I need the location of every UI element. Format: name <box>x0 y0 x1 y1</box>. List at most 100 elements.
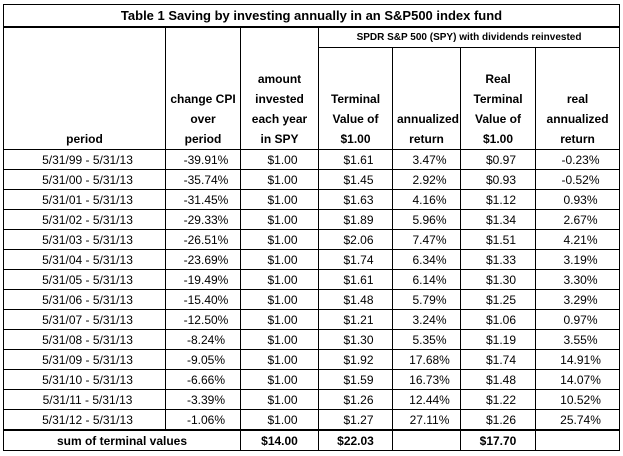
data-row: 5/31/08 - 5/31/13 -8.24% $1.00 $1.30 5.35% $1… <box>3 329 621 350</box>
data-cell: -15.40% <box>165 289 241 310</box>
data-cell: 3.55% <box>534 329 621 350</box>
data-cell: -35.74% <box>165 169 241 190</box>
data-cell: 4.16% <box>392 189 461 210</box>
data-cell: 3.19% <box>534 249 621 270</box>
footer-amount: $14.00 <box>240 429 319 451</box>
data-cell: $1.00 <box>240 149 319 170</box>
table-body: Table 1 Saving by investing annually in … <box>2 4 621 451</box>
table-title: Table 1 Saving by investing annually in … <box>2 4 621 28</box>
data-row: 5/31/10 - 5/31/13 -6.66% $1.00 $1.59 16.73% $… <box>3 369 621 390</box>
data-cell: 6.14% <box>392 269 461 290</box>
data-cell: 5/31/00 - 5/31/13 <box>3 169 166 190</box>
blank-cell <box>392 429 461 451</box>
data-cell: 5/31/99 - 5/31/13 <box>3 149 166 170</box>
data-cell: 5/31/11 - 5/31/13 <box>3 389 166 410</box>
data-row: 5/31/11 - 5/31/13 -3.39% $1.00 $1.26 12.44% $… <box>3 389 621 410</box>
data-cell: 5/31/05 - 5/31/13 <box>3 269 166 290</box>
data-row: 5/31/07 - 5/31/13 -12.50% $1.00 $1.21 3.24% $… <box>3 309 621 330</box>
data-cell: 5/31/06 - 5/31/13 <box>3 289 166 310</box>
data-cell: $1.22 <box>460 389 536 410</box>
data-cell: $1.26 <box>318 389 393 410</box>
data-cell: 5/31/03 - 5/31/13 <box>3 229 166 250</box>
footer-terminal: $22.03 <box>318 429 393 451</box>
data-cell: 5/31/12 - 5/31/13 <box>3 409 166 431</box>
data-cell: 5/31/02 - 5/31/13 <box>3 209 166 230</box>
data-cell: 5/31/07 - 5/31/13 <box>3 309 166 330</box>
data-cell: $1.00 <box>240 289 319 310</box>
data-cell: -26.51% <box>165 229 241 250</box>
data-cell: 27.11% <box>392 409 461 431</box>
data-cell: -0.52% <box>534 169 621 190</box>
header-line: Terminal <box>330 92 381 106</box>
data-cell: 2.67% <box>534 209 621 230</box>
data-cell: $1.48 <box>318 289 393 310</box>
data-cell: $1.00 <box>240 409 319 431</box>
data-cell: $1.00 <box>240 309 319 330</box>
data-cell: $1.30 <box>460 269 536 290</box>
header-cell: change CPI over period <box>165 47 241 150</box>
header-line: real <box>566 92 589 106</box>
header-line: $1.00 <box>340 132 371 146</box>
data-cell: $1.74 <box>318 249 393 270</box>
data-cell: $1.19 <box>460 329 536 350</box>
data-cell: $1.59 <box>318 369 393 390</box>
data-cell: $1.61 <box>318 269 393 290</box>
header-line: Terminal <box>473 92 523 106</box>
data-cell: 14.07% <box>534 369 621 390</box>
data-row: 5/31/09 - 5/31/13 -9.05% $1.00 $1.92 17.68% $… <box>3 349 621 370</box>
data-cell: -31.45% <box>165 189 241 210</box>
data-cell: 3.47% <box>392 149 461 170</box>
data-cell: 5/31/08 - 5/31/13 <box>3 329 166 350</box>
data-cell: 5/31/01 - 5/31/13 <box>3 189 166 210</box>
data-row: 5/31/99 - 5/31/13 -39.91% $1.00 $1.61 3.47% $… <box>3 149 621 170</box>
data-cell: 7.47% <box>392 229 461 250</box>
header-line: Real <box>485 72 511 86</box>
data-row: 5/31/03 - 5/31/13 -26.51% $1.00 $2.06 7.47% $… <box>3 229 621 250</box>
data-cell: $1.34 <box>460 209 536 230</box>
data-cell: -29.33% <box>165 209 241 230</box>
header-line: $1.00 <box>482 132 514 146</box>
footer-label: sum of terminal values <box>3 429 241 451</box>
data-cell: $1.00 <box>240 189 319 210</box>
data-cell: $1.00 <box>240 169 319 190</box>
header-line: change CPI <box>170 92 236 106</box>
data-cell: 25.74% <box>534 409 621 431</box>
data-cell: 10.52% <box>534 389 621 410</box>
data-cell: 5.35% <box>392 329 461 350</box>
data-cell: $1.00 <box>240 329 319 350</box>
data-row: 5/31/05 - 5/31/13 -19.49% $1.00 $1.61 6.14% $… <box>3 269 621 290</box>
data-cell: $1.30 <box>318 329 393 350</box>
blank-cell <box>534 429 621 451</box>
data-cell: -8.24% <box>165 329 241 350</box>
header-line: in SPY <box>260 132 299 146</box>
data-cell: 12.44% <box>392 389 461 410</box>
data-cell: 5.96% <box>392 209 461 230</box>
header-row: period change CPI over period amount invested… <box>3 47 621 150</box>
data-cell: -0.23% <box>534 149 621 170</box>
data-cell: 6.34% <box>392 249 461 270</box>
data-cell: 3.29% <box>534 289 621 310</box>
header-line: each year <box>251 112 308 126</box>
data-cell: $1.89 <box>318 209 393 230</box>
data-cell: 3.24% <box>392 309 461 330</box>
data-cell: 5/31/04 - 5/31/13 <box>3 249 166 270</box>
data-cell: -1.06% <box>165 409 241 431</box>
data-row: 5/31/01 - 5/31/13 -31.45% $1.00 $1.63 4.16% $… <box>3 189 621 210</box>
data-cell: $1.92 <box>318 349 393 370</box>
data-cell: 4.21% <box>534 229 621 250</box>
data-cell: $2.06 <box>318 229 393 250</box>
data-cell: $1.48 <box>460 369 536 390</box>
data-cell: $1.33 <box>460 249 536 270</box>
data-cell: $1.27 <box>318 409 393 431</box>
data-cell: $1.00 <box>240 269 319 290</box>
data-cell: 0.97% <box>534 309 621 330</box>
data-cell: $1.00 <box>240 389 319 410</box>
header-line: period <box>66 132 103 146</box>
header-cell: annualized return <box>392 47 461 150</box>
data-cell: $1.00 <box>240 369 319 390</box>
header-line: Value of <box>332 112 379 126</box>
data-cell: 3.30% <box>534 269 621 290</box>
group-row: SPDR S&P 500 (SPY) with dividends reinve… <box>3 26 621 48</box>
data-cell: 2.92% <box>392 169 461 190</box>
